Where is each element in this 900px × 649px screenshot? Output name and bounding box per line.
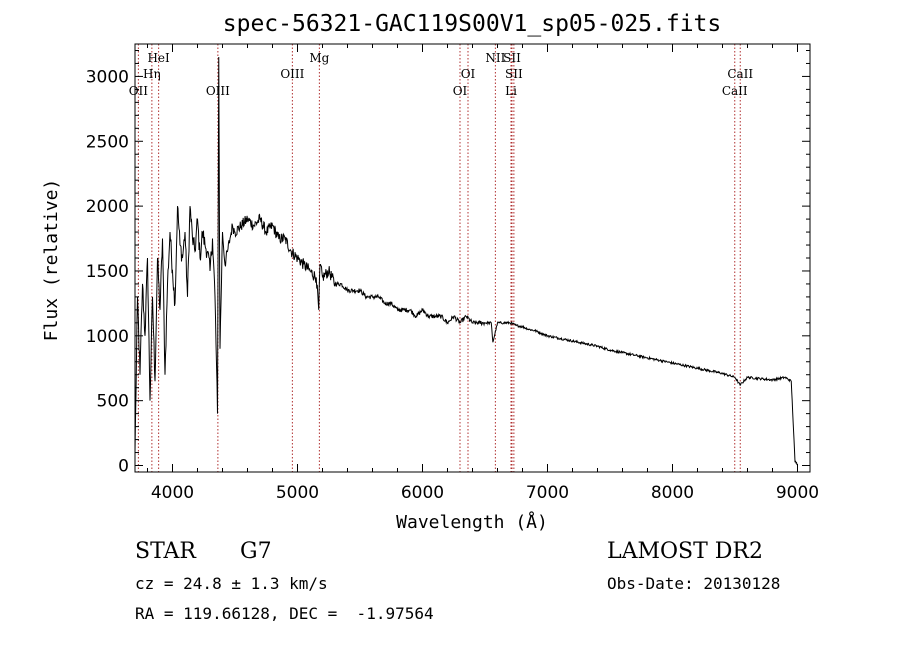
spectral-line-label: Mg (309, 51, 329, 65)
spectral-line-markers (137, 44, 741, 472)
x-axis-ticks: 4000 5000 6000 7000 8000 9000 (147, 44, 819, 503)
spectral-line-label: OIII (206, 84, 230, 98)
x-tick-label: 9000 (776, 483, 819, 503)
coordinates-readout: RA = 119.66128, DEC = -1.97564 (135, 604, 434, 623)
spectral-line-label: Li (505, 84, 517, 98)
observation-date: Obs-Date: 20130128 (607, 574, 781, 593)
x-tick-label: 4000 (151, 483, 194, 503)
plot-frame (134, 43, 811, 473)
x-tick-label: 8000 (651, 483, 694, 503)
spectral-line-label: HeI (147, 51, 170, 65)
y-axis-label: Flux (relative) (41, 179, 62, 342)
spectral-line-label: OI (453, 84, 468, 98)
y-tick-label: 0 (118, 457, 129, 477)
x-axis-label: Wavelength (Å) (396, 511, 548, 533)
object-subclass: G7 (240, 539, 272, 564)
spectral-line-label: OI (461, 67, 476, 81)
y-tick-label: 500 (97, 392, 129, 412)
y-tick-label: 3000 (86, 67, 129, 87)
y-tick-label: 2500 (86, 132, 129, 152)
y-tick-label: 2000 (86, 197, 129, 217)
spectral-line-label: SII (505, 67, 523, 81)
spectral-line-label: Hη (143, 67, 161, 81)
x-tick-label: 7000 (526, 483, 569, 503)
y-tick-label: 1000 (86, 327, 129, 347)
y-axis-ticks: 0 500 1000 1500 2000 2500 3000 (86, 49, 810, 477)
spectral-line-label: SII (503, 51, 521, 65)
x-tick-label: 6000 (401, 483, 444, 503)
spectrum-series-line (134, 56, 798, 466)
spectral-line-label: CaII (722, 84, 748, 98)
spectral-line-label: NII (485, 51, 505, 65)
survey-name: LAMOST DR2 (607, 539, 763, 564)
redshift-readout: cz = 24.8 ± 1.3 km/s (135, 574, 328, 593)
y-tick-label: 1500 (86, 262, 129, 282)
spectral-line-label: CaII (727, 67, 753, 81)
spectral-line-label: OIII (280, 67, 304, 81)
chart-title: spec-56321-GAC119S00V1_sp05-025.fits (223, 11, 722, 37)
x-tick-label: 5000 (276, 483, 319, 503)
object-class: STAR (135, 539, 196, 564)
spectral-line-label: OII (129, 84, 149, 98)
